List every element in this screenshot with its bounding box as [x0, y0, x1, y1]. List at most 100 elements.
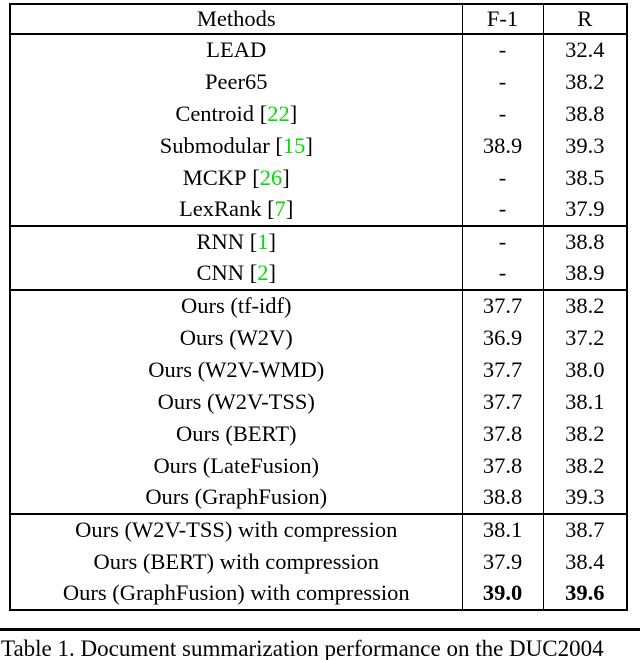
- table-row: Ours (tf-idf) 37.7 38.2: [10, 290, 627, 322]
- citation-ref[interactable]: [22]: [254, 100, 298, 126]
- method-cell: Submodular [15]: [10, 130, 462, 162]
- table-row: Ours (LateFusion) 37.8 38.2: [10, 450, 627, 482]
- r-value-cell: 37.9: [542, 194, 627, 226]
- table-section-1: LEAD -32.4 Peer65-38.2 Centroid [22] -38.8 Su…: [10, 34, 627, 226]
- r-value-cell: 38.2: [542, 66, 627, 98]
- table-row: Peer65 -38.2: [10, 66, 627, 98]
- citation-ref[interactable]: [2]: [244, 260, 276, 286]
- citation-ref[interactable]: [26]: [246, 164, 290, 190]
- method-label: Ours (GraphFusion): [145, 484, 328, 510]
- method-label: Ours (tf-idf): [180, 293, 292, 319]
- method-label: Peer65: [205, 68, 268, 94]
- method-cell: Ours (BERT) with compression: [10, 546, 462, 578]
- table-row: LexRank [7] -37.9: [10, 194, 627, 226]
- table-row: Ours (BERT) with compression 37.9 38.4: [10, 546, 627, 578]
- r-value-cell: 39.3: [542, 130, 627, 162]
- citation-number[interactable]: 15: [282, 132, 306, 158]
- caption-divider-rule: [0, 628, 640, 631]
- r-value-cell: 38.2: [542, 450, 627, 482]
- method-label: Ours (BERT): [175, 420, 297, 446]
- f1-value-cell: 37.8: [461, 450, 543, 482]
- citation-number[interactable]: 26: [259, 164, 283, 190]
- r-value-cell: 38.0: [542, 354, 627, 386]
- method-cell: CNN [2]: [10, 258, 462, 290]
- table-caption: Table 1. Document summarization performa…: [1, 636, 604, 660]
- table-row: Centroid [22] -38.8: [10, 98, 627, 130]
- method-label: Submodular: [159, 132, 270, 158]
- table-section-4: Ours (W2V-TSS) with compression 38.1 38.7 O…: [10, 514, 627, 610]
- table-row: MCKP [26] -38.5: [10, 162, 627, 194]
- method-label: Ours (W2V-TSS): [157, 388, 315, 414]
- f1-value-cell: 37.7: [461, 290, 543, 322]
- col-header-f1: F-1: [461, 4, 543, 34]
- citation-number[interactable]: 22: [267, 100, 290, 126]
- table-row: Submodular [15] 38.9 39.3: [10, 130, 627, 162]
- method-cell: Centroid [22]: [10, 98, 462, 130]
- citation-ref[interactable]: [7]: [261, 196, 294, 222]
- table-section-3: Ours (tf-idf) 37.7 38.2 Ours (W2V) 36.9 37.2 O…: [10, 290, 627, 514]
- method-label: MCKP: [182, 164, 247, 190]
- method-label: Ours (W2V-TSS) with compression: [75, 517, 398, 543]
- method-cell: Ours (W2V): [10, 322, 462, 354]
- table-row: Ours (BERT) 37.8 38.2: [10, 418, 627, 450]
- method-cell: Peer65: [10, 66, 462, 98]
- citation-number[interactable]: 7: [274, 196, 286, 222]
- f1-value-cell: 38.8: [461, 482, 543, 514]
- r-value-cell: 38.9: [542, 258, 627, 290]
- method-cell: Ours (W2V-WMD): [10, 354, 462, 386]
- f1-value-cell: -: [461, 66, 543, 98]
- r-value-cell: 38.2: [542, 418, 627, 450]
- header-row: Methods F-1 R: [10, 4, 627, 34]
- f1-value-cell: 37.9: [461, 546, 543, 578]
- method-label: LexRank: [179, 196, 262, 222]
- citation-ref[interactable]: [1]: [244, 229, 276, 255]
- r-value-cell: 38.2: [542, 290, 627, 322]
- method-cell: Ours (GraphFusion): [10, 482, 462, 514]
- method-cell: LexRank [7]: [10, 194, 462, 226]
- f1-value-cell: -: [461, 162, 543, 194]
- r-value-cell: 38.1: [542, 386, 627, 418]
- f1-value-cell: -: [461, 226, 543, 258]
- method-label: Centroid: [175, 100, 255, 126]
- method-cell: Ours (GraphFusion) with compression: [10, 578, 462, 610]
- table-header: Methods F-1 R: [10, 4, 627, 34]
- f1-value-cell: -: [461, 258, 543, 290]
- r-value-cell: 38.8: [542, 98, 627, 130]
- method-label: LEAD: [206, 37, 267, 63]
- f1-value-cell: 36.9: [461, 322, 543, 354]
- table-row: Ours (W2V-WMD) 37.7 38.0: [10, 354, 627, 386]
- r-value-cell: 38.7: [542, 514, 627, 546]
- table-section-2: RNN [1] -38.8 CNN [2] -38.9: [10, 226, 627, 290]
- table-row: Ours (W2V-TSS) with compression 38.1 38.7: [10, 514, 627, 546]
- method-cell: RNN [1]: [10, 226, 462, 258]
- method-label: Ours (W2V): [179, 324, 293, 350]
- f1-value-cell: -: [461, 194, 543, 226]
- method-cell: LEAD: [10, 34, 462, 66]
- table-row: Ours (GraphFusion) 38.8 39.3: [10, 482, 627, 514]
- r-value-cell: 32.4: [542, 34, 627, 66]
- method-label: Ours (GraphFusion) with compression: [62, 580, 410, 606]
- r-value-cell: 38.5: [542, 162, 627, 194]
- method-label: Ours (BERT) with compression: [93, 548, 380, 574]
- f1-value-cell: -: [461, 98, 543, 130]
- citation-number[interactable]: 2: [257, 260, 269, 286]
- f1-value-cell: 37.7: [461, 354, 543, 386]
- table-row: RNN [1] -38.8: [10, 226, 627, 258]
- f1-value-cell: 38.9: [461, 130, 543, 162]
- method-cell: Ours (BERT): [10, 418, 462, 450]
- table-row: Ours (GraphFusion) with compression 39.0 3…: [10, 578, 627, 610]
- method-label: Ours (W2V-WMD): [148, 356, 325, 382]
- f1-value-cell: 38.1: [461, 514, 543, 546]
- f1-value-cell: -: [461, 34, 543, 66]
- method-cell: Ours (W2V-TSS) with compression: [10, 514, 462, 546]
- r-value-cell: 39.6: [542, 578, 627, 610]
- citation-number[interactable]: 1: [257, 229, 269, 255]
- method-label: RNN: [196, 229, 245, 255]
- results-table: Methods F-1 R LEAD -32.4 Peer65-38.2 Centro…: [9, 3, 628, 611]
- r-value-cell: 38.8: [542, 226, 627, 258]
- f1-value-cell: 39.0: [461, 578, 543, 610]
- r-value-cell: 39.3: [542, 482, 627, 514]
- col-header-r: R: [542, 4, 627, 34]
- citation-ref[interactable]: [15]: [269, 132, 313, 158]
